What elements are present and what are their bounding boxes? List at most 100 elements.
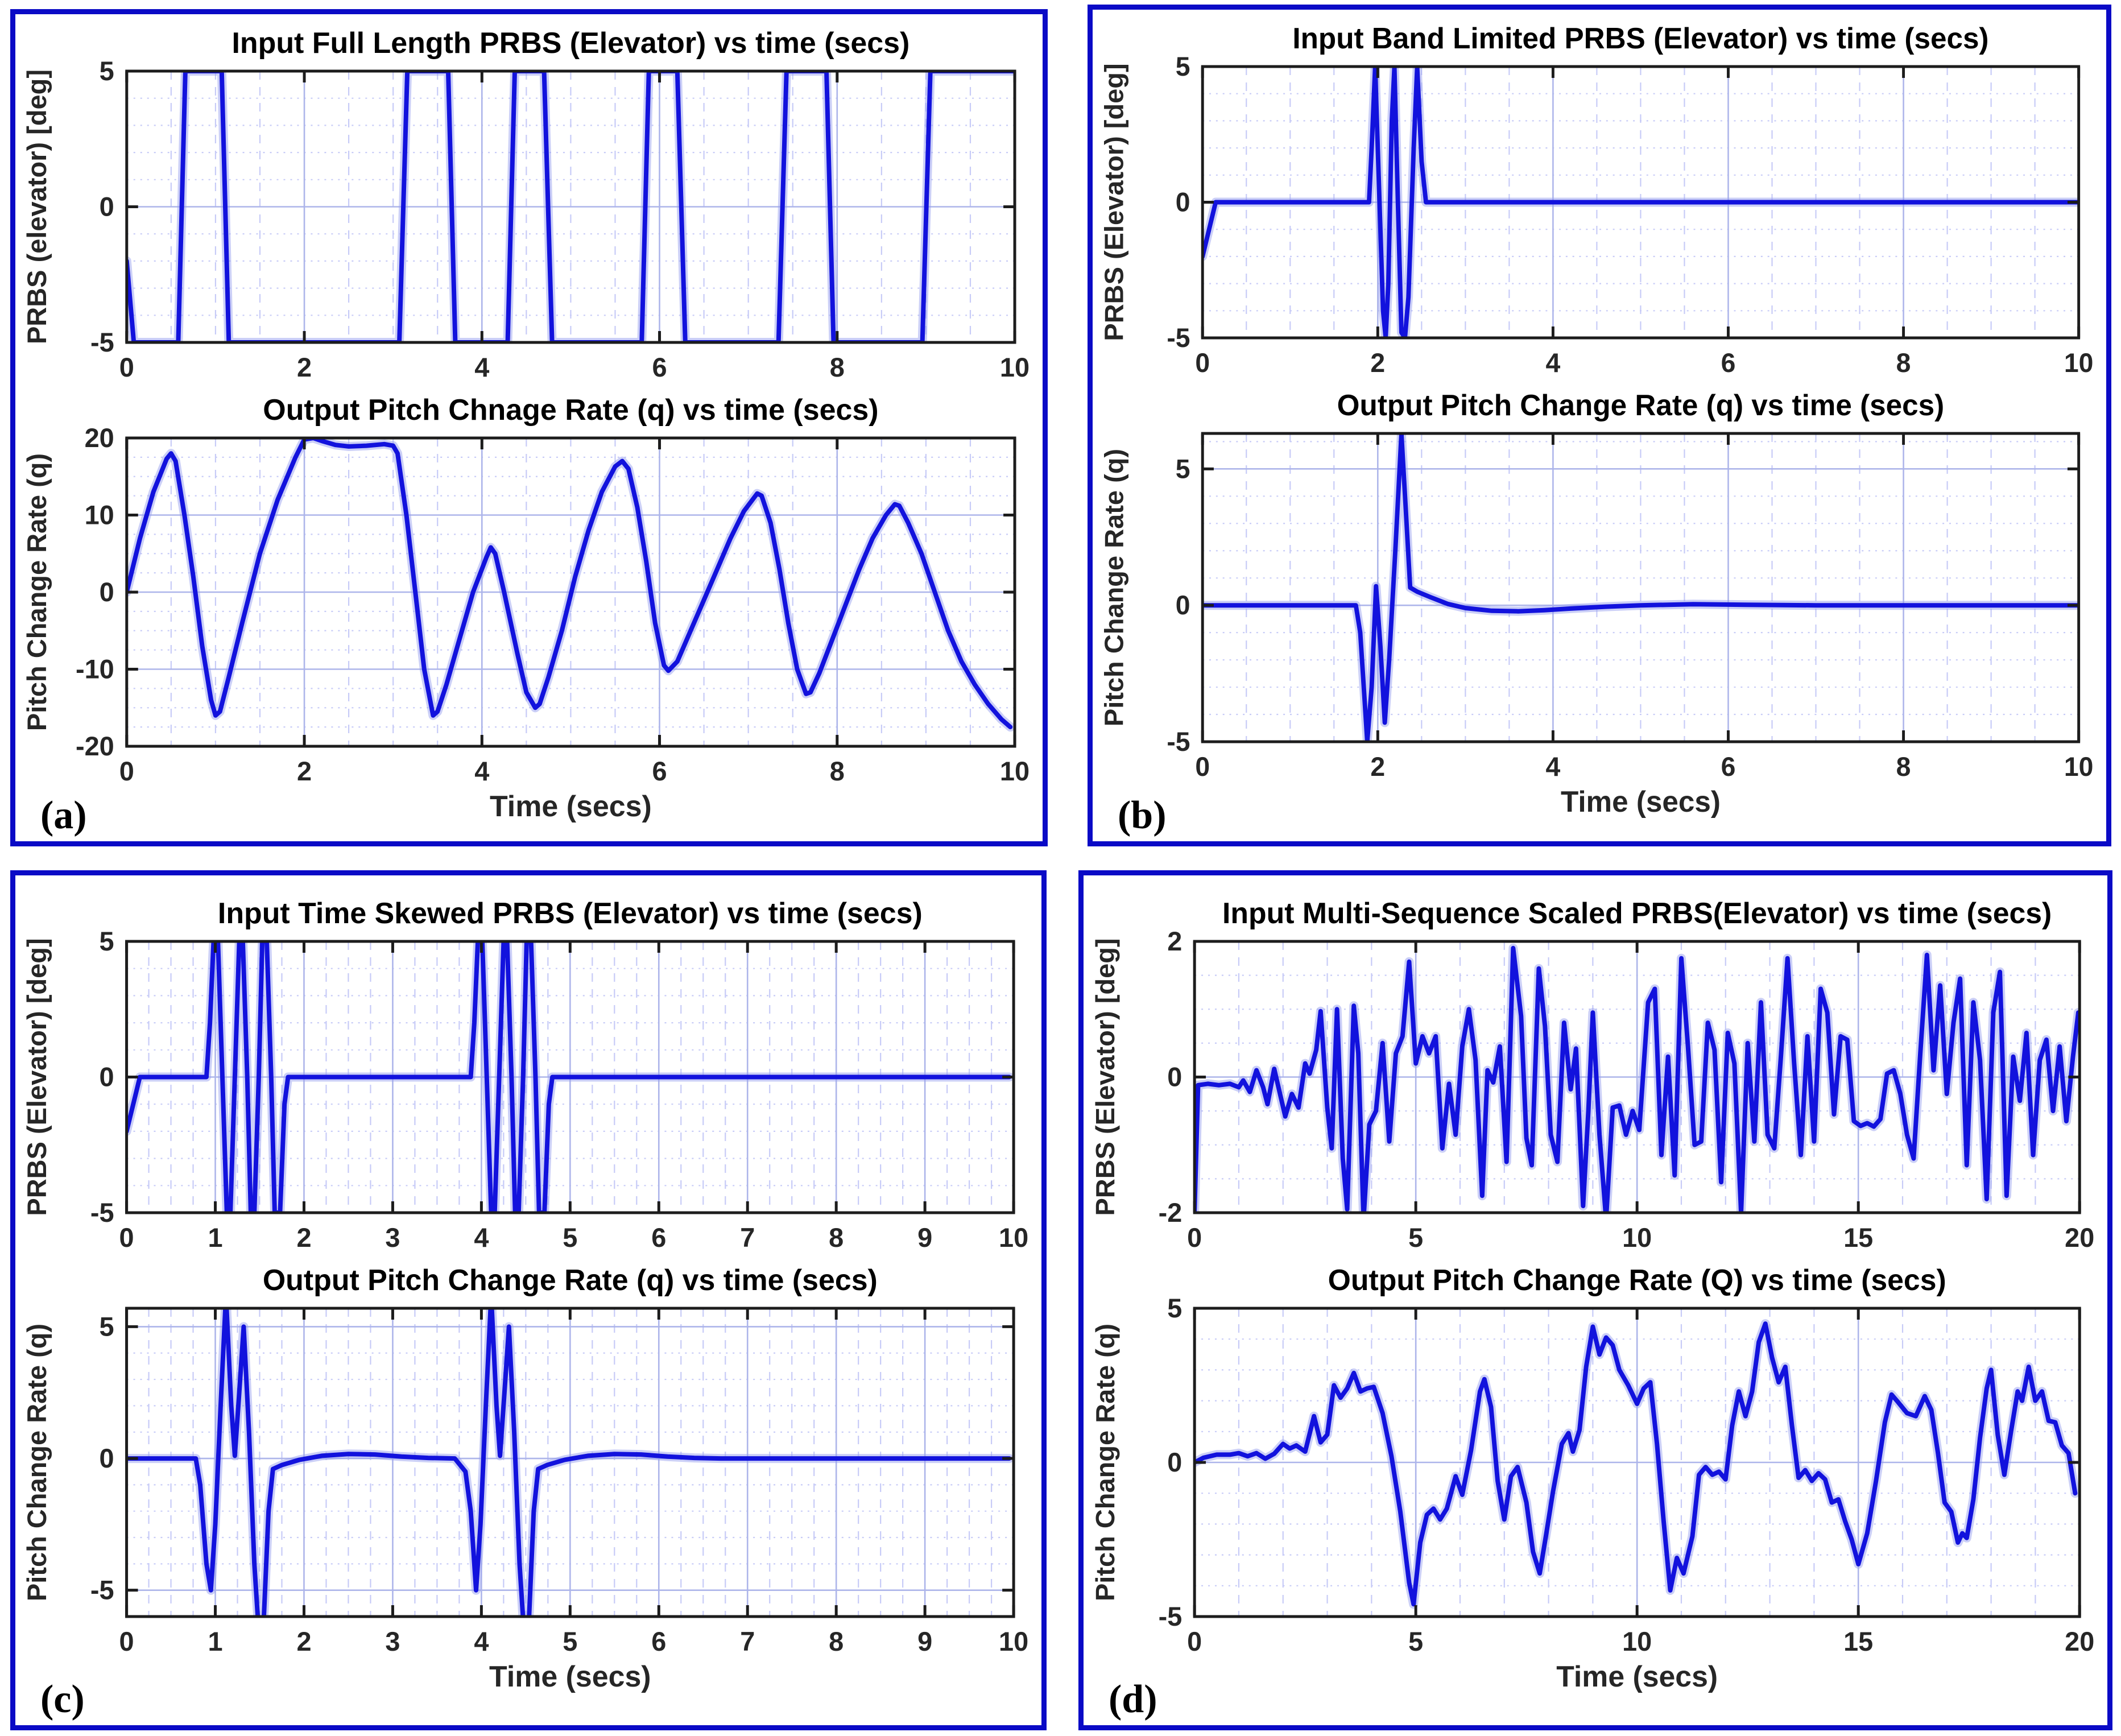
- x-tick-label: 4: [474, 352, 489, 382]
- chart-title: Output Pitch Change Rate (q) vs time (se…: [263, 1264, 878, 1297]
- x-tick-label: 2: [297, 352, 312, 382]
- x-tick-label: 2: [297, 756, 312, 786]
- y-axis-label: PRBS (Elevator) [deg]: [1090, 938, 1120, 1216]
- series-line: [1194, 945, 2080, 1213]
- x-tick-label: 8: [1896, 348, 1911, 378]
- y-tick-label: 20: [85, 423, 114, 453]
- series-line: [126, 438, 1013, 730]
- x-tick-label: 20: [2065, 1627, 2094, 1656]
- x-tick-label: 4: [1546, 752, 1561, 782]
- x-tick-label: 0: [1195, 348, 1210, 378]
- chart-a-output: 0 2 4 6 8 10 -20 -10 0 10 20 Output Pitch Chnage Ra…: [18, 388, 1040, 840]
- panel-b: 0 2 4 6 8 10 -5 0 5 Input Band Limited PRBS (Elev…: [1088, 5, 2111, 846]
- panel-c-charts: 0 1 2 3 4 5 6 7 8 9 10 -5 0 5 Input Time Skewed PRBS (…: [18, 891, 1039, 1710]
- y-tick-label: 0: [1176, 187, 1190, 217]
- series-line: [1202, 67, 2079, 338]
- x-tick-label: 2: [1370, 752, 1385, 782]
- series-line: [126, 941, 1012, 1213]
- series-group: [1194, 943, 2080, 1213]
- y-tick-label: 0: [100, 1444, 114, 1473]
- x-tick-label: 10: [999, 1627, 1028, 1656]
- x-tick-label: 0: [119, 352, 134, 382]
- chart-title: Input Band Limited PRBS (Elevator) vs ti…: [1292, 22, 1988, 55]
- x-tick-label: 10: [1622, 1627, 1652, 1656]
- x-tick-label: 6: [651, 1223, 666, 1253]
- x-tick-label: 10: [2064, 348, 2094, 378]
- x-tick-label: 6: [1721, 752, 1736, 782]
- panel-label-a: (a): [40, 793, 87, 837]
- panel-b-charts: 0 2 4 6 8 10 -5 0 5 Input Band Limited PRBS (Elev…: [1095, 16, 2104, 836]
- y-axis-label: Pitch Change Rate (q): [1099, 449, 1129, 726]
- chart-title: Input Multi-Sequence Scaled PRBS(Elevato…: [1222, 896, 2052, 929]
- series-group: [1202, 433, 2079, 742]
- x-tick-label: 4: [474, 1627, 489, 1656]
- y-tick-label: 5: [100, 927, 114, 956]
- y-tick-label: -5: [90, 1198, 114, 1227]
- panel-c: 0 1 2 3 4 5 6 7 8 9 10 -5 0 5 Input Time Skewed PRBS (…: [10, 870, 1047, 1730]
- x-tick-label: 10: [999, 1223, 1028, 1253]
- x-tick-label: 2: [1370, 348, 1385, 378]
- x-tick-label: 1: [208, 1223, 222, 1253]
- y-tick-label: -10: [76, 654, 114, 684]
- chart-title: Input Time Skewed PRBS (Elevator) vs tim…: [218, 897, 923, 930]
- x-tick-label: 5: [1408, 1627, 1423, 1656]
- y-axis-label: PRBS (Elevator) [deg]: [1099, 63, 1129, 341]
- panel-label-d: (d): [1109, 1677, 1157, 1721]
- x-tick-label: 9: [917, 1223, 932, 1253]
- axes-box: [1201, 432, 2081, 743]
- series-line: [1202, 433, 2079, 742]
- x-tick-label: 0: [1187, 1627, 1202, 1656]
- y-tick-label: 0: [100, 577, 114, 607]
- y-tick-label: 0: [1167, 1062, 1182, 1092]
- y-tick-label: 2: [1167, 927, 1182, 956]
- y-axis-label: Pitch Change Rate (q): [22, 1324, 52, 1601]
- series-line-halo: [126, 1308, 1014, 1617]
- x-tick-label: 2: [296, 1627, 311, 1656]
- series-group: [126, 438, 1015, 732]
- y-tick-label: -2: [1159, 1198, 1183, 1227]
- x-tick-label: 3: [385, 1223, 400, 1253]
- panel-a-charts: 0 2 4 6 8 10 -5 0 5 Input Full Length PRBS (Eleva…: [18, 21, 1040, 840]
- y-axis-label: Pitch Change Rate (q): [1090, 1324, 1120, 1601]
- x-tick-label: 5: [563, 1627, 577, 1656]
- series-group: [126, 1308, 1014, 1617]
- x-tick-label: 8: [829, 1223, 844, 1253]
- panel-label-b: (b): [1118, 793, 1167, 837]
- y-tick-label: -5: [90, 327, 114, 357]
- x-tick-label: 6: [651, 1627, 666, 1656]
- x-tick-label: 6: [652, 352, 667, 382]
- x-tick-label: 0: [119, 1223, 134, 1253]
- x-tick-label: 10: [1000, 756, 1030, 786]
- series-line-halo: [1194, 1319, 2080, 1609]
- x-tick-label: 7: [740, 1627, 755, 1656]
- series-line: [1194, 1321, 2078, 1607]
- y-tick-label: 5: [1176, 454, 1190, 483]
- x-tick-label: 5: [1408, 1223, 1423, 1253]
- x-axis-label: Time (secs): [1561, 785, 1721, 818]
- chart-title: Input Full Length PRBS (Elevator) vs tim…: [231, 27, 909, 60]
- panel-d-charts: 0 5 10 15 20 -2 0 2 Input Multi-Sequence Scaled …: [1086, 891, 2105, 1710]
- series-group: [1202, 67, 2079, 338]
- x-tick-label: 0: [1195, 752, 1210, 782]
- chart-a-input: 0 2 4 6 8 10 -5 0 5 Input Full Length PRBS (Eleva…: [18, 21, 1040, 388]
- x-tick-label: 9: [917, 1627, 932, 1656]
- y-axis-label: PRBS (elevator) [deg]: [22, 69, 52, 344]
- x-tick-label: 10: [2064, 752, 2094, 782]
- chart-d-output: 0 5 10 15 20 -5 0 5 Output Pitch Change Rate (Q)…: [1086, 1258, 2105, 1710]
- x-tick-label: 2: [296, 1223, 311, 1253]
- y-tick-label: -5: [1159, 1602, 1183, 1631]
- series-line: [126, 1308, 1012, 1617]
- x-axis-label: Time (secs): [490, 790, 652, 823]
- chart-c-output: 0 1 2 3 4 5 6 7 8 9 10 -5 0 5 Output Pitch Change Rate…: [18, 1258, 1039, 1710]
- y-tick-label: 5: [100, 1312, 114, 1341]
- panel-a: 0 2 4 6 8 10 -5 0 5 Input Full Length PRBS (Eleva…: [10, 9, 1048, 846]
- x-tick-label: 3: [385, 1627, 400, 1656]
- x-tick-label: 15: [1843, 1627, 1873, 1656]
- x-tick-label: 8: [829, 1627, 844, 1656]
- chart-b-output: 0 2 4 6 8 10 -5 0 5 Output Pitch Change Rate (q) …: [1095, 383, 2104, 836]
- y-tick-label: 5: [1176, 52, 1190, 81]
